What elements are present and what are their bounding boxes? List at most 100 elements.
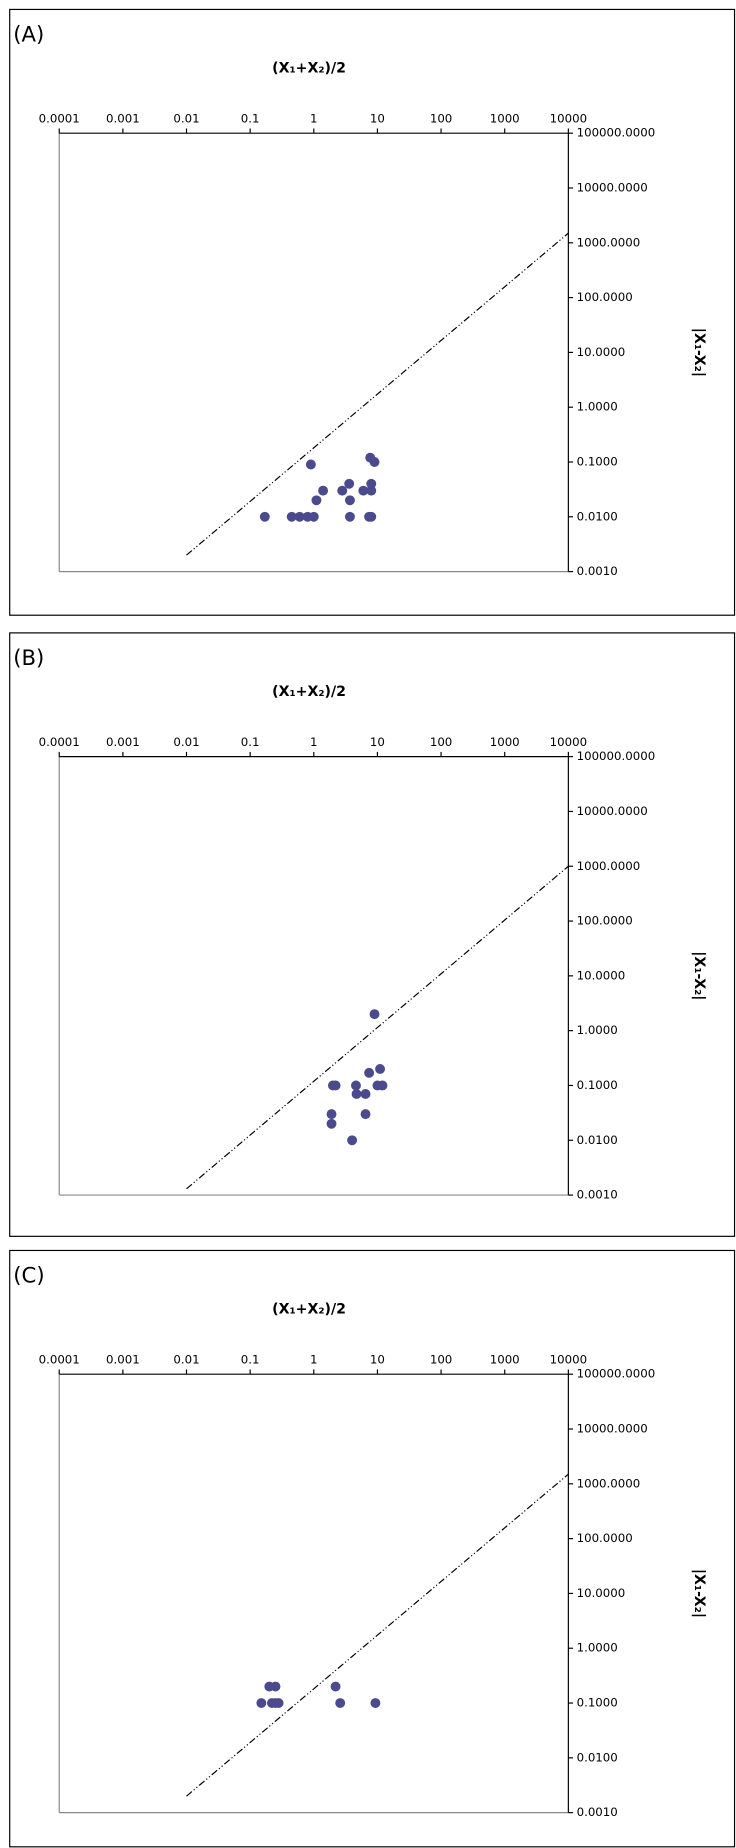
x-tick-label: 1 [310,112,318,126]
y-tick-label: 1.0000 [577,1023,618,1037]
y-tick-label: 1000.0000 [577,235,641,249]
point [375,1064,386,1074]
x-tick-label: 0.001 [106,735,140,749]
point [351,1080,361,1091]
x-axis-label: (X₁+X₂)/2 [272,684,346,700]
point [259,511,270,522]
y-tick-label: 0.0010 [577,1805,618,1819]
y-tick-label: 10.0000 [577,1586,626,1600]
point [326,1118,337,1129]
point [364,1067,375,1078]
point [344,495,355,506]
y-tick-label: 0.0100 [577,1750,618,1764]
y-tick-label: 10000.0000 [577,1422,648,1436]
panel-label: (A) [13,22,44,47]
panel-frame [9,8,736,616]
x-tick-label: 10000 [550,735,587,749]
x-tick-label: 10000 [550,112,587,126]
x-tick-label: 1 [310,1353,318,1367]
point [330,1681,341,1692]
x-tick-label: 100 [430,1353,452,1367]
y-tick-label: 0.1000 [577,1078,618,1092]
x-tick-label: 0.01 [173,1353,199,1367]
x-tick-label: 0.0001 [39,112,80,126]
y-tick-label: 0.1000 [577,455,618,469]
y-tick-label: 1.0000 [577,1641,618,1655]
point [358,485,369,496]
point [294,511,305,522]
y-tick-label: 0.0100 [577,509,618,523]
y-tick-label: 100000.0000 [577,1367,656,1381]
point [369,1009,380,1020]
x-tick-label: 100 [430,112,452,126]
y-tick-label: 100.0000 [577,290,633,304]
y-tick-label: 10000.0000 [577,804,648,818]
panel-frame [9,1249,736,1848]
x-tick-label: 0.001 [106,112,140,126]
y-tick-label: 0.0010 [577,1188,618,1202]
point [366,478,377,489]
point [370,1698,381,1708]
panel: (A) (X₁+X₂)/2 |X₁-X₂| 0.0001 0.001 0.01 0.1 1 10… [9,8,736,616]
y-tick-label: 100.0000 [577,914,633,928]
point [347,1135,358,1146]
x-tick-label: 0.0001 [39,1353,80,1367]
point [366,511,377,522]
y-tick-label: 10.0000 [577,345,626,359]
x-tick-label: 0.01 [173,735,199,749]
panel-label: (B) [13,646,44,671]
point [270,1681,281,1692]
x-tick-label: 0.01 [173,112,199,126]
y-tick-label: 10.0000 [577,968,626,982]
point [311,495,322,506]
y-axis-label: |X₁-X₂| [691,951,707,1000]
panel: (C) (X₁+X₂)/2 |X₁-X₂| 0.0001 0.001 0.01 0.1 1 10… [9,1249,736,1848]
y-tick-label: 1000.0000 [577,1476,641,1490]
point [308,511,319,522]
point [337,485,348,496]
point [344,511,355,522]
reference-line [186,865,569,1190]
x-tick-label: 0.1 [241,735,260,749]
y-axis-label: |X₁-X₂| [691,1569,707,1618]
x-tick-label: 1000 [490,1353,520,1367]
x-tick-label: 1000 [490,112,520,126]
x-axis-label: (X₁+X₂)/2 [272,60,346,76]
x-tick-label: 10 [370,112,385,126]
x-tick-label: 0.0001 [39,735,80,749]
point [330,1080,341,1091]
y-tick-label: 1000.0000 [577,859,641,873]
y-tick-label: 0.0010 [577,564,618,578]
reference-line [186,232,569,556]
point [366,485,377,496]
panel-label: (C) [13,1263,44,1288]
point [326,1109,337,1120]
point [335,1698,346,1708]
point [377,1080,388,1091]
reference-line [186,1473,569,1797]
point [360,1109,371,1120]
y-tick-label: 0.1000 [577,1696,618,1710]
x-tick-label: 1 [310,735,318,749]
x-tick-label: 0.001 [106,1353,140,1367]
panel-frame [9,632,736,1237]
y-tick-label: 0.0100 [577,1133,618,1147]
point [360,1089,371,1099]
point [273,1698,284,1708]
y-tick-label: 100000.0000 [577,749,656,763]
point [286,511,297,522]
point [344,478,355,489]
point [256,1698,267,1708]
point [365,452,376,463]
y-axis-label: |X₁-X₂| [691,328,707,377]
panel: (B) (X₁+X₂)/2 |X₁-X₂| 0.0001 0.001 0.01 0.1 1 10… [9,632,736,1237]
y-tick-label: 100.0000 [577,1531,633,1545]
y-tick-label: 100000.0000 [577,126,656,140]
x-axis-label: (X₁+X₂)/2 [272,1301,346,1317]
point [351,1089,362,1099]
x-tick-label: 10 [370,735,385,749]
y-tick-label: 10000.0000 [577,180,648,194]
y-tick-label: 1.0000 [577,400,618,414]
x-tick-label: 10 [370,1353,385,1367]
point [318,485,329,496]
